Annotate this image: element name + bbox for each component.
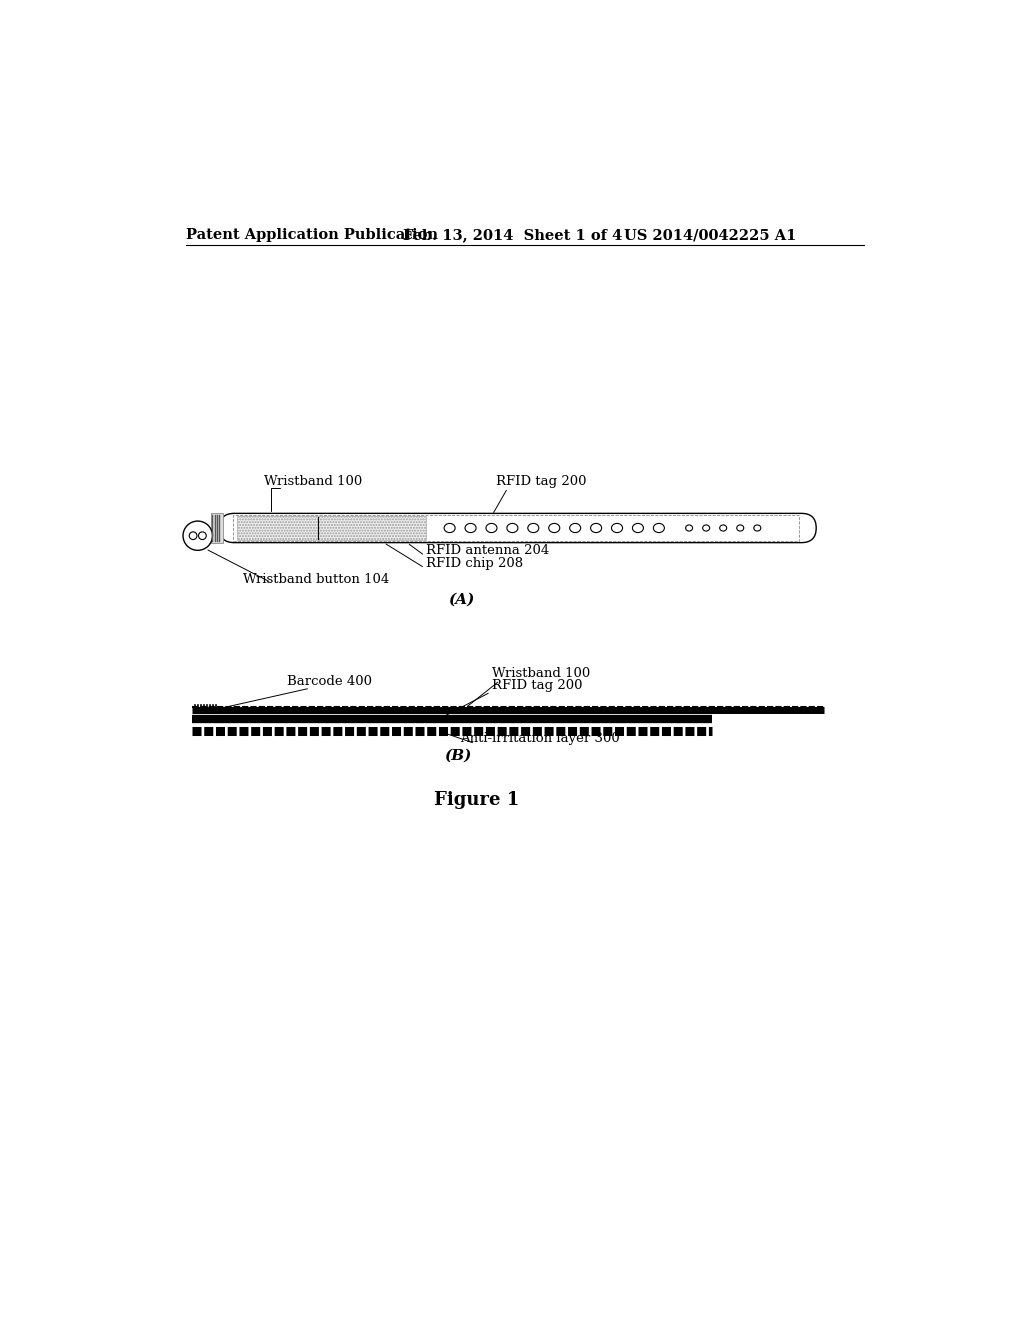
Circle shape — [199, 532, 206, 540]
Text: Wristband button 104: Wristband button 104 — [243, 573, 389, 586]
Text: Wristband 100: Wristband 100 — [493, 668, 591, 681]
Ellipse shape — [569, 524, 581, 532]
Ellipse shape — [465, 524, 476, 532]
Ellipse shape — [633, 524, 643, 532]
Ellipse shape — [591, 524, 602, 532]
Ellipse shape — [754, 525, 761, 531]
Text: Patent Application Publication: Patent Application Publication — [186, 228, 438, 243]
Ellipse shape — [720, 525, 727, 531]
Circle shape — [189, 532, 197, 540]
Text: RFID antenna 204: RFID antenna 204 — [426, 544, 550, 557]
Ellipse shape — [444, 524, 455, 532]
Text: Barcode 400: Barcode 400 — [287, 675, 372, 688]
Text: RFID tag 200: RFID tag 200 — [493, 678, 583, 692]
FancyBboxPatch shape — [219, 513, 816, 543]
Ellipse shape — [549, 524, 560, 532]
Text: Feb. 13, 2014  Sheet 1 of 4: Feb. 13, 2014 Sheet 1 of 4 — [403, 228, 623, 243]
Text: Anti-irritation layer 300: Anti-irritation layer 300 — [460, 733, 620, 744]
Ellipse shape — [686, 525, 692, 531]
Text: RFID tag 200: RFID tag 200 — [496, 475, 587, 488]
Ellipse shape — [507, 524, 518, 532]
Ellipse shape — [653, 524, 665, 532]
Bar — [211, 513, 222, 543]
Circle shape — [183, 521, 212, 550]
Ellipse shape — [527, 524, 539, 532]
Text: RFID chip 208: RFID chip 208 — [426, 557, 523, 570]
Ellipse shape — [486, 524, 497, 532]
Text: Figure 1: Figure 1 — [434, 791, 519, 809]
Text: Wristband 100: Wristband 100 — [263, 475, 361, 488]
Ellipse shape — [736, 525, 743, 531]
Ellipse shape — [611, 524, 623, 532]
Text: US 2014/0042225 A1: US 2014/0042225 A1 — [624, 228, 797, 243]
Text: (B): (B) — [443, 748, 471, 763]
FancyBboxPatch shape — [237, 516, 426, 540]
Ellipse shape — [702, 525, 710, 531]
Text: (A): (A) — [449, 593, 474, 607]
